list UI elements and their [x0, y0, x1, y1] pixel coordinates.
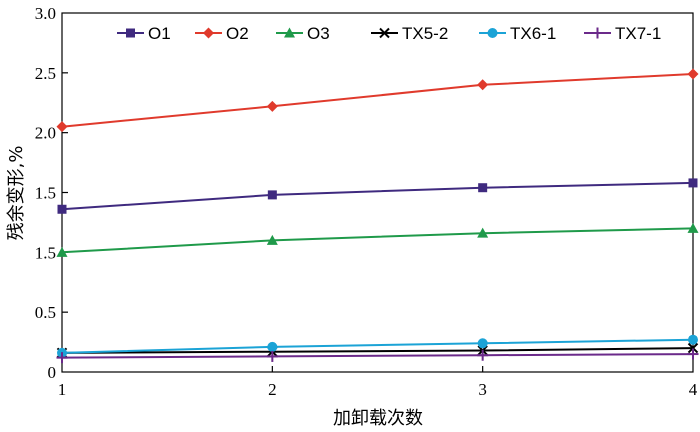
data-point-tx6-1 [688, 334, 698, 345]
data-point-o1 [267, 190, 277, 200]
data-point-o3 [56, 246, 68, 257]
legend-label: TX6-1 [510, 24, 556, 43]
data-point-o2 [56, 121, 68, 133]
plot-border [61, 12, 694, 373]
x-tick-label: 2 [268, 380, 277, 399]
series-tx7-1 [56, 348, 699, 364]
data-point-o3 [266, 234, 278, 245]
legend-label: O3 [307, 24, 330, 43]
data-point-o2 [687, 68, 699, 80]
series-line-tx6-1 [61, 338, 694, 354]
plot-frame [61, 12, 694, 373]
data-point-tx7-1 [477, 349, 489, 361]
y-tick-label: 0.5 [35, 303, 56, 322]
y-axis-title: 残余变形,% [6, 146, 27, 241]
legend-marker [284, 27, 295, 38]
series-layer [56, 68, 699, 364]
legend: O1 O2 O3 TX5-2 TX6-1 TX7-1 [117, 24, 661, 43]
x-tick-label: 3 [478, 380, 487, 399]
legend-marker [126, 28, 135, 38]
data-point-o1 [478, 183, 488, 193]
data-point-o1 [688, 178, 698, 188]
y-tick-label: 1.5 [35, 243, 56, 262]
series-line-o2 [61, 73, 694, 128]
series-o2 [56, 68, 699, 133]
series-line-tx7-1 [61, 353, 694, 359]
data-point-o2 [266, 100, 278, 112]
y-tick-label: 2.0 [35, 124, 56, 143]
y-tick-label: 2.5 [35, 64, 56, 83]
legend-label: O2 [226, 24, 249, 43]
data-point-o3 [477, 227, 489, 238]
data-point-o2 [477, 79, 489, 91]
x-tick-label: 1 [58, 380, 67, 399]
y-tick-label: 3.0 [35, 4, 56, 23]
series-line-o1 [61, 181, 694, 211]
series-line-o3 [61, 227, 694, 254]
legend-item-o3: O3 [276, 24, 330, 43]
data-point-tx7-1 [266, 350, 278, 362]
legend-item-tx6-1: TX6-1 [479, 24, 556, 43]
series-line-tx5-2 [61, 347, 694, 354]
legend-marker [379, 27, 390, 39]
y-tick-label: 0 [48, 363, 57, 382]
x-tick-label: 4 [689, 380, 698, 399]
legend-item-tx5-2: TX5-2 [371, 24, 448, 43]
legend-item-tx7-1: TX7-1 [584, 24, 661, 43]
legend-label: TX7-1 [615, 24, 661, 43]
x-axis-title: 加卸载次数 [333, 408, 423, 429]
legend-marker [592, 27, 603, 39]
marker-stroke [687, 342, 699, 354]
legend-label: O1 [148, 24, 171, 43]
legend-item-o2: O2 [195, 24, 249, 43]
legend-marker [487, 28, 498, 38]
data-point-tx6-1 [477, 338, 488, 349]
y-tick-label: 1.5 [35, 184, 56, 203]
data-point-tx6-1 [267, 341, 278, 352]
series-o1 [57, 178, 698, 214]
marker-stroke [379, 27, 390, 39]
x-axis-ticks: 1 2 3 4 [58, 366, 698, 399]
series-tx6-1 [57, 334, 698, 358]
legend-item-o1: O1 [117, 24, 171, 43]
legend-label: TX5-2 [402, 24, 448, 43]
data-point-tx5-2 [687, 342, 699, 354]
data-point-o3 [687, 222, 699, 233]
legend-marker [203, 27, 214, 39]
data-point-tx7-1 [56, 352, 68, 364]
data-point-o1 [57, 204, 67, 214]
data-point-tx7-1 [687, 348, 699, 360]
y-axis-ticks: 0 0.5 1.5 1.5 2.0 2.5 3.0 [35, 4, 68, 382]
series-o3 [56, 222, 699, 257]
